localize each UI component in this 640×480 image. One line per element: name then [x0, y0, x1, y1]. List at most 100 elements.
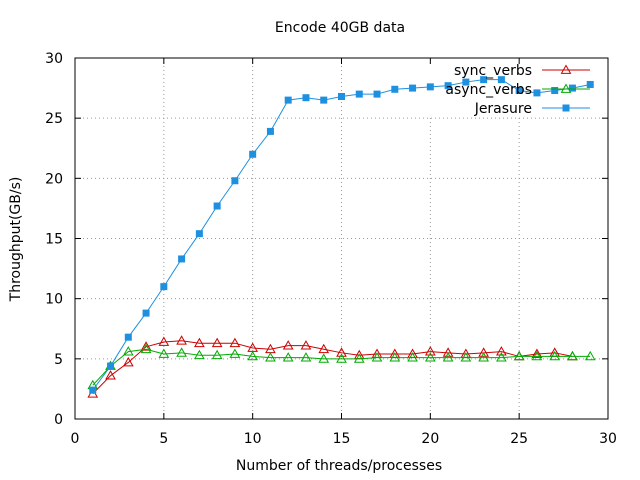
series-group [87, 76, 596, 398]
x-tick-label: 5 [159, 431, 168, 447]
legend-label: sync_verbs [454, 63, 532, 79]
data-point [391, 85, 399, 93]
y-tick-label: 10 [45, 292, 63, 308]
x-tick-label: 30 [599, 431, 617, 447]
legend: sync_verbs async_verbs Jerasure [445, 63, 590, 117]
data-point [211, 337, 223, 348]
data-point [586, 80, 594, 88]
data-point [178, 255, 186, 263]
y-tick-label: 5 [54, 352, 63, 368]
data-point [105, 370, 116, 380]
data-point [531, 348, 543, 358]
data-point [462, 78, 470, 86]
x-tick-label: 10 [244, 431, 262, 447]
data-point [300, 352, 312, 362]
data-point [140, 341, 152, 351]
data-point [496, 346, 507, 356]
series-2 [89, 76, 594, 394]
data-point [584, 350, 596, 361]
data-point [353, 353, 365, 363]
legend-marker [560, 83, 572, 93]
data-point [496, 352, 507, 362]
legend-marker [560, 64, 572, 74]
data-point [533, 89, 541, 97]
data-point [549, 350, 561, 361]
data-point [407, 352, 418, 362]
data-point [320, 96, 328, 104]
data-point [194, 337, 205, 348]
data-point [158, 348, 170, 358]
series-line [92, 340, 573, 395]
data-point [424, 346, 436, 356]
axes: 0 5 10 15 20 25 30 0 5 10 15 20 25 30 [45, 51, 617, 447]
data-point [194, 349, 205, 360]
data-point [247, 350, 259, 361]
data-point [336, 353, 347, 363]
data-point [284, 96, 292, 104]
data-point [266, 127, 274, 135]
data-point [409, 84, 417, 92]
data-point [176, 347, 187, 357]
chart-title: Encode 40GB data [275, 20, 405, 36]
data-point [89, 386, 97, 394]
data-point [302, 94, 310, 102]
data-point [551, 86, 559, 94]
y-tick-label: 25 [45, 111, 63, 127]
data-point [424, 352, 436, 362]
data-point [497, 76, 505, 84]
x-tick-label: 20 [421, 431, 439, 447]
data-point [568, 84, 576, 92]
data-point [515, 86, 523, 94]
x-tick-label: 0 [71, 431, 80, 447]
data-point [478, 347, 489, 357]
data-point [229, 348, 241, 358]
data-point [282, 340, 294, 350]
data-point [107, 362, 115, 370]
data-point [122, 346, 134, 356]
data-point [389, 352, 401, 362]
data-point [124, 333, 132, 341]
data-point [265, 352, 276, 362]
data-point [426, 83, 434, 91]
y-tick-label: 20 [45, 171, 63, 187]
data-point [338, 93, 345, 101]
legend-label: async_verbs [445, 82, 532, 98]
data-point [531, 350, 543, 361]
data-point [355, 90, 363, 98]
data-point [318, 353, 330, 363]
data-point [249, 150, 257, 158]
data-point [176, 335, 187, 345]
data-point [142, 309, 150, 317]
data-point [122, 356, 134, 367]
data-point [195, 230, 203, 238]
data-point [480, 76, 488, 84]
data-point [158, 336, 170, 346]
data-point [213, 202, 221, 210]
data-point [336, 347, 347, 357]
data-point [371, 352, 383, 362]
data-point [513, 350, 525, 361]
data-point [373, 90, 381, 98]
x-axis-label: Number of threads/processes [236, 458, 442, 474]
y-tick-label: 0 [54, 412, 63, 428]
y-axis-label: Throughput(GB/s) [8, 177, 24, 303]
legend-marker [562, 104, 570, 112]
data-point [442, 347, 454, 357]
data-point [231, 177, 239, 185]
y-tick-label: 30 [45, 51, 63, 67]
x-tick-label: 15 [333, 431, 351, 447]
x-tick-label: 25 [510, 431, 528, 447]
data-point [300, 340, 312, 350]
data-point [567, 350, 578, 361]
data-point [442, 352, 454, 362]
data-point [318, 343, 330, 354]
data-point [444, 82, 452, 90]
series-line [92, 348, 591, 386]
data-point [282, 352, 294, 362]
data-point [478, 352, 489, 362]
y-tick-label: 15 [45, 232, 63, 248]
legend-label: Jerasure [474, 101, 532, 117]
data-point [211, 349, 223, 360]
